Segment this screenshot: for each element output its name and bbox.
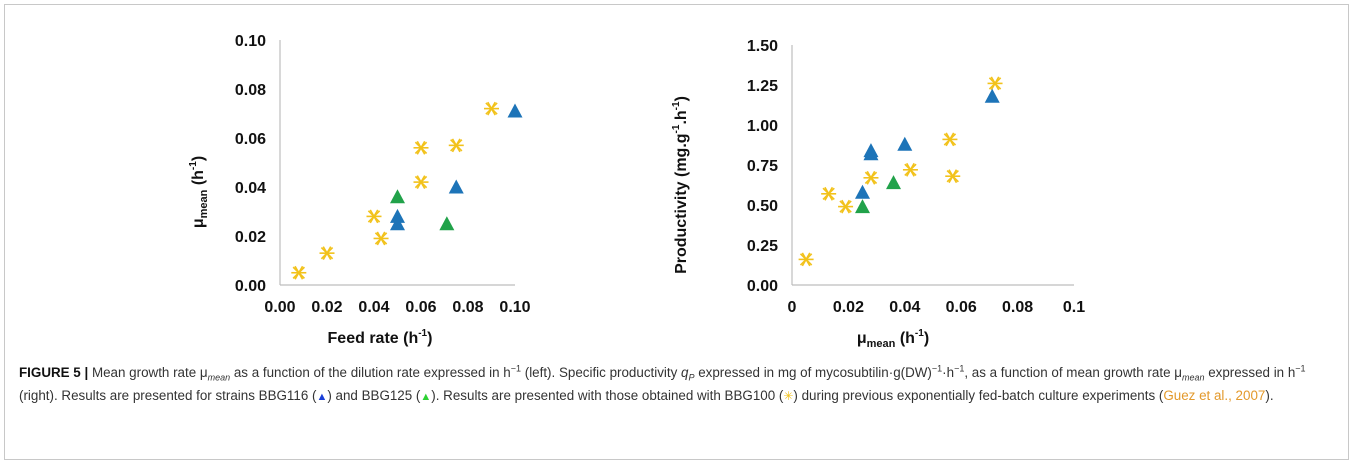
left-y-tick-label: 0.06 <box>235 131 266 148</box>
left-x-tick-label: 0.02 <box>311 299 342 316</box>
right-point-bbg125 <box>886 175 902 190</box>
figure-caption: FIGURE 5 | Mean growth rate μmean as a f… <box>19 363 1306 403</box>
right-point-bbg116 <box>863 146 879 161</box>
left-x-tick-label: 0.10 <box>499 299 530 316</box>
blue-triangle-icon: ▲ <box>316 391 328 403</box>
right-x-tick-label: 0.02 <box>833 299 864 316</box>
reference-link[interactable]: Guez et al., 2007 <box>1163 388 1266 403</box>
left-axes: 0.00 0.02 0.04 0.06 0.08 0.10 0.00 0.02 0.04 0.06… <box>235 33 531 316</box>
right-point-bbg116 <box>897 136 913 151</box>
left-point-bbg100 <box>373 231 389 246</box>
left-x-tick-label: 0.04 <box>358 299 389 316</box>
right-point-bbg100 <box>902 162 918 177</box>
right-point-bbg100 <box>838 199 854 214</box>
right-data-points <box>798 76 1003 267</box>
left-y-tick-label: 0.08 <box>235 82 266 99</box>
right-scatter-chart: 0 0.02 0.04 0.06 0.08 0.1 0.00 0.25 0.50 0.75 1.00… <box>671 38 1085 350</box>
right-y-tick-label: 0.00 <box>747 278 778 295</box>
right-point-bbg116 <box>855 184 870 199</box>
left-point-bbg100 <box>413 140 429 155</box>
left-y-tick-label: 0.10 <box>235 33 266 50</box>
left-point-bbg125 <box>390 189 405 204</box>
left-data-points <box>291 101 523 280</box>
green-triangle-icon: ▲ <box>420 391 432 403</box>
right-y-tick-label: 0.75 <box>747 158 778 175</box>
right-point-bbg116 <box>984 88 1000 103</box>
right-point-bbg125 <box>855 199 870 214</box>
left-x-tick-label: 0.08 <box>452 299 483 316</box>
right-x-tick-label: 0 <box>788 299 797 316</box>
left-point-bbg125 <box>439 216 455 231</box>
right-point-bbg100 <box>987 76 1003 91</box>
left-point-bbg100 <box>484 101 499 116</box>
left-y-tick-label: 0.04 <box>235 180 266 197</box>
right-x-tick-label: 0.04 <box>889 299 920 316</box>
right-y-tick-label: 1.00 <box>747 118 778 135</box>
right-y-tick-label: 1.25 <box>747 78 778 95</box>
left-point-bbg100 <box>319 246 335 261</box>
left-point-bbg116 <box>390 216 405 231</box>
right-point-bbg100 <box>945 169 961 184</box>
right-x-tick-label: 0.08 <box>1002 299 1033 316</box>
left-x-tick-label: 0.06 <box>405 299 436 316</box>
left-x-tick-label: 0.00 <box>264 299 295 316</box>
left-point-bbg100 <box>366 209 382 224</box>
right-y-tick-label: 0.50 <box>747 198 778 215</box>
right-axes: 0 0.02 0.04 0.06 0.08 0.1 0.00 0.25 0.50 0.75 1.00… <box>747 38 1085 316</box>
right-y-axis-label: Productivity (mg.g-1.h-1) <box>671 96 690 274</box>
right-x-tick-label: 0.1 <box>1063 299 1085 316</box>
left-scatter-chart: 0.00 0.02 0.04 0.06 0.08 0.10 0.00 0.02 0.04 0.06… <box>188 33 531 347</box>
right-point-bbg100 <box>821 186 837 201</box>
figure-label: FIGURE 5 | <box>19 365 89 380</box>
left-y-tick-label: 0.02 <box>235 229 266 246</box>
right-y-tick-label: 1.50 <box>747 38 778 55</box>
left-y-axis-label: μmean (h-1) <box>188 156 210 228</box>
right-point-bbg100 <box>863 170 879 185</box>
left-y-tick-label: 0.00 <box>235 278 266 295</box>
left-point-bbg100 <box>291 265 307 280</box>
right-y-tick-label: 0.25 <box>747 238 778 255</box>
yellow-star-icon: ✳ <box>783 389 794 403</box>
right-point-bbg100 <box>942 132 958 147</box>
left-point-bbg100 <box>413 175 429 189</box>
figure-frame <box>4 4 1349 460</box>
left-x-axis-label: Feed rate (h-1) <box>328 328 433 347</box>
left-point-bbg100 <box>448 138 464 153</box>
right-x-tick-label: 0.06 <box>946 299 977 316</box>
left-point-bbg116 <box>507 103 523 118</box>
left-point-bbg116 <box>390 208 405 223</box>
right-point-bbg100 <box>798 252 814 267</box>
right-x-axis-label: μmean (h-1) <box>857 328 929 350</box>
left-point-bbg116 <box>448 179 464 194</box>
